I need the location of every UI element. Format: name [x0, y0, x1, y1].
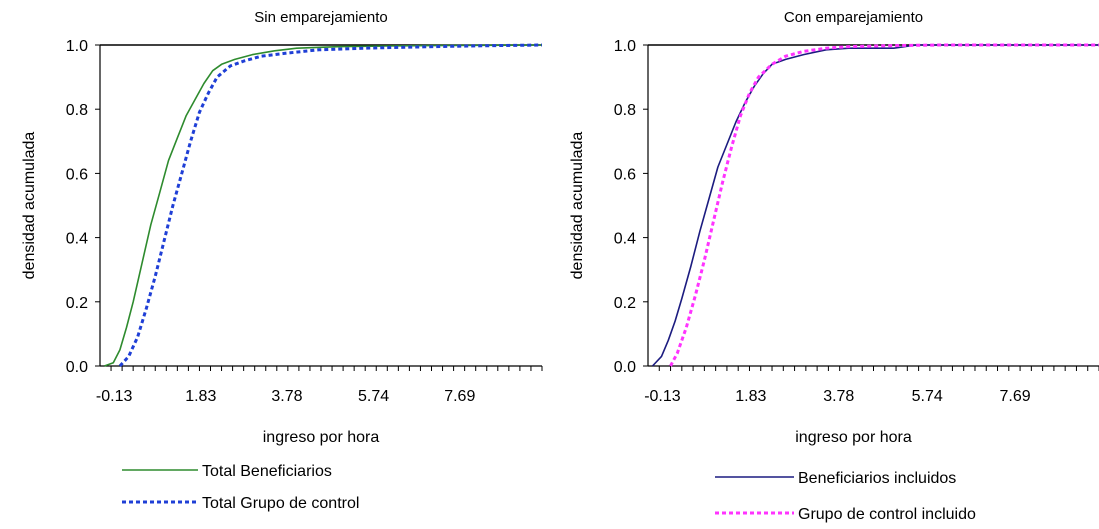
x-tick-label: 5.74 — [912, 388, 943, 405]
x-axis-label: ingreso por hora — [263, 429, 380, 446]
series-line-2 — [118, 43, 543, 368]
y-axis-label: densidad acumulada — [569, 132, 586, 280]
legend-label-2: Grupo de control incluido — [798, 506, 976, 523]
legend-label-2: Total Grupo de control — [202, 495, 359, 512]
legend-label-1: Total Beneficiarios — [202, 463, 332, 480]
y-tick-label: 0.4 — [614, 231, 636, 248]
y-tick-label: 0.6 — [614, 166, 636, 183]
y-axis-label: densidad acumulada — [21, 132, 38, 280]
x-tick-label: 7.69 — [444, 388, 475, 405]
legend-label-1: Beneficiarios incluidos — [798, 470, 956, 487]
x-tick-label: 1.83 — [185, 388, 216, 405]
x-tick-label: 3.78 — [823, 388, 854, 405]
x-tick-label: 5.74 — [358, 388, 389, 405]
y-tick-label: 0.6 — [66, 166, 88, 183]
series-line-2 — [669, 43, 1099, 367]
y-tick-label: 0.4 — [66, 231, 88, 248]
x-tick-label: -0.13 — [644, 388, 681, 405]
y-tick-label: 0.0 — [614, 359, 636, 376]
chart-title: Con emparejamiento — [784, 9, 923, 26]
y-tick-label: 0.8 — [66, 102, 88, 119]
y-tick-label: 0.0 — [66, 359, 88, 376]
y-tick-label: 0.2 — [66, 295, 88, 312]
y-tick-label: 0.2 — [614, 295, 636, 312]
x-tick-label: -0.13 — [96, 388, 133, 405]
series-line-1 — [104, 44, 543, 367]
y-tick-label: 1.0 — [614, 38, 636, 55]
chart-panel-1: Sin emparejamiento 0.0 0.2 0.4 0.6 0.8 1.0 -0.1… — [21, 9, 543, 512]
x-tick-label: 3.78 — [271, 388, 302, 405]
y-tick-label: 0.8 — [614, 102, 636, 119]
x-tick-label: 1.83 — [735, 388, 766, 405]
x-tick-label: 7.69 — [1000, 388, 1031, 405]
chart-panel-2: Con emparejamiento 0.0 0.2 0.4 0.6 0.8 1.0 -0.1… — [569, 9, 1099, 523]
x-axis-label: ingreso por hora — [795, 429, 912, 446]
chart-title: Sin emparejamiento — [254, 9, 387, 26]
y-tick-label: 1.0 — [66, 38, 88, 55]
series-line-1 — [651, 44, 1099, 367]
